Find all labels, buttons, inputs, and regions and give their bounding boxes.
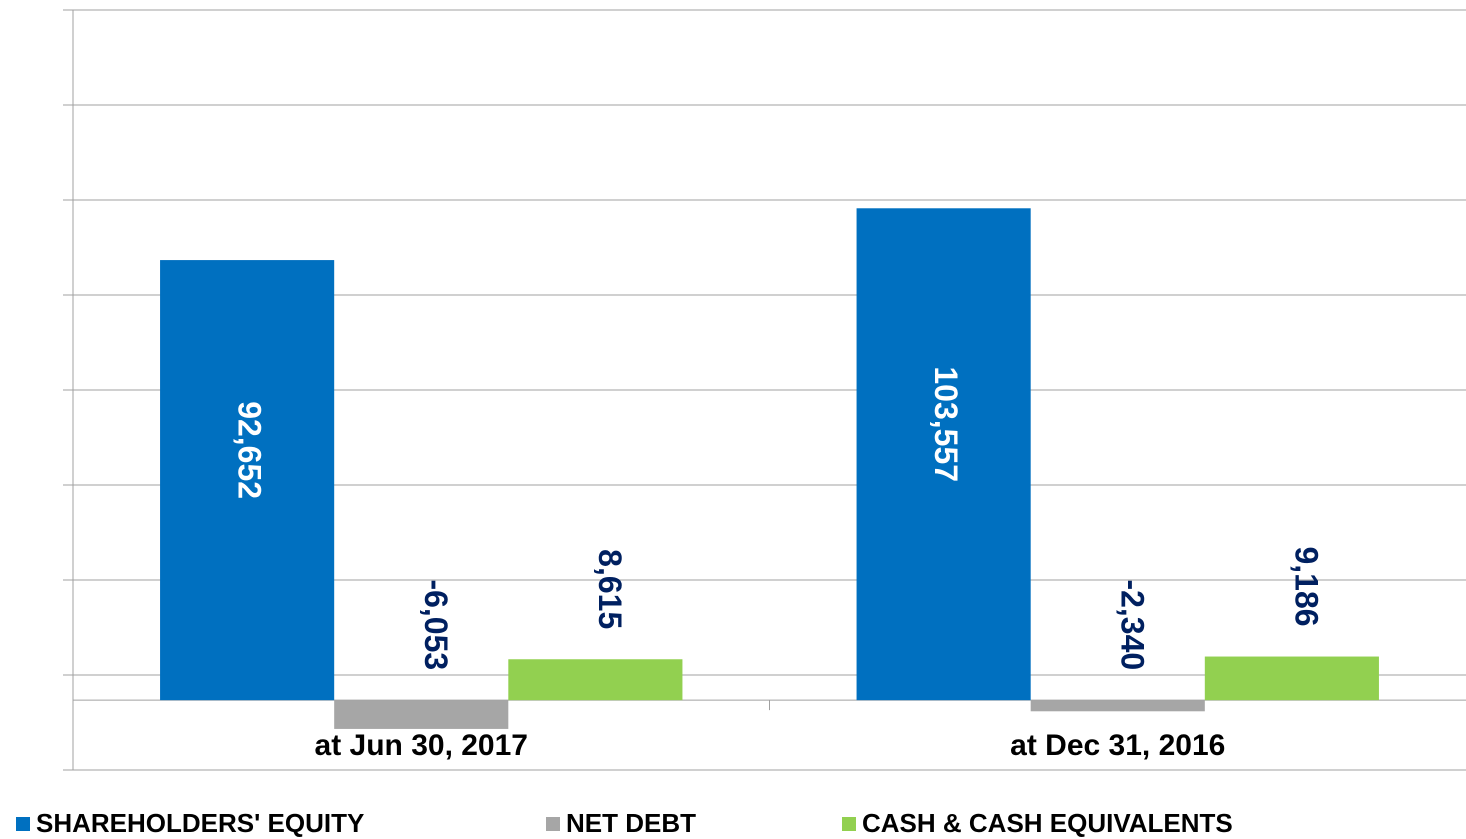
bar <box>334 700 509 729</box>
data-label: -2,340 <box>1114 579 1150 670</box>
legend-swatch <box>546 817 560 831</box>
bar <box>1030 700 1205 712</box>
x-tick-label: at Dec 31, 2016 <box>1010 729 1225 762</box>
legend-label: CASH & CASH EQUIVALENTS <box>862 808 1233 838</box>
bar <box>508 659 683 701</box>
x-tick-label: at Jun 30, 2017 <box>315 729 528 762</box>
data-label: 92,652 <box>232 401 268 499</box>
data-label: 103,557 <box>928 366 964 482</box>
legend-label: SHAREHOLDERS' EQUITY <box>36 808 364 838</box>
data-label: 8,615 <box>592 549 628 629</box>
legend-label: NET DEBT <box>566 808 696 838</box>
bar <box>856 208 1031 701</box>
legend-swatch <box>842 817 856 831</box>
legend-swatch <box>16 817 30 831</box>
bar <box>160 260 335 701</box>
data-label: -6,053 <box>418 579 454 670</box>
data-label: 9,186 <box>1288 546 1324 626</box>
bar <box>1204 656 1379 701</box>
